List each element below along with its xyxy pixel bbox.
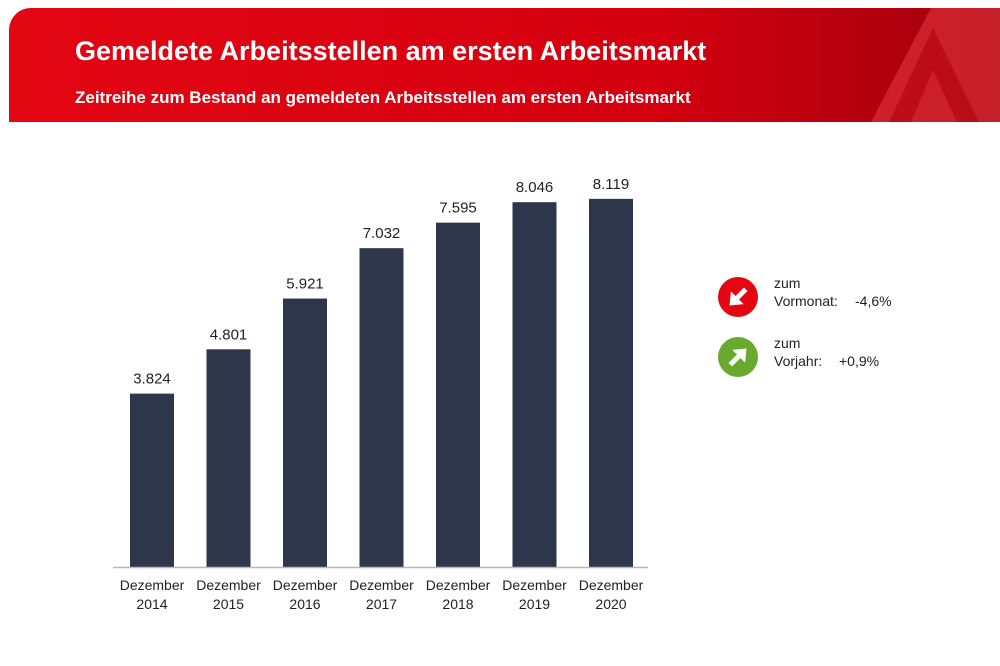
page-subtitle: Zeitreihe zum Bestand an gemeldeten Arbe…	[75, 88, 691, 107]
page-title: Gemeldete Arbeitsstellen am ersten Arbei…	[75, 36, 707, 66]
bars-group	[130, 198, 633, 568]
category-label-1-0: Dezember	[196, 577, 261, 593]
category-label-0-0: Dezember	[120, 577, 185, 593]
value-label-0: 3.824	[133, 371, 171, 388]
category-label-5-0: Dezember	[502, 577, 567, 593]
arrow-down-right-icon	[718, 277, 758, 317]
value-label-3: 7.032	[363, 225, 401, 242]
value-label-1: 4.801	[210, 326, 248, 343]
bar-0	[130, 393, 174, 567]
change-vormonat-word: zum	[774, 275, 801, 291]
change-vorjahr-label: Vorjahr:	[774, 353, 823, 369]
category-label-2-1: 2016	[289, 596, 320, 612]
value-label-6: 8.119	[593, 176, 629, 193]
change-vormonat-label: Vormonat:	[774, 293, 838, 309]
category-label-5-1: 2019	[519, 596, 550, 612]
bar-4	[436, 222, 480, 567]
value-labels-group: 3.824 4.801 5.921 7.032 7.595 8.046 8.119	[133, 176, 629, 388]
category-label-3-0: Dezember	[349, 577, 414, 593]
arrow-up-right-icon	[718, 337, 758, 377]
bar-5	[512, 202, 557, 567]
change-vorjahr-word: zum	[774, 335, 801, 351]
category-label-2-0: Dezember	[273, 577, 338, 593]
category-label-6-0: Dezember	[579, 577, 644, 593]
category-label-0-1: 2014	[136, 596, 167, 612]
value-label-5: 8.046	[516, 179, 554, 196]
agency-logo	[871, 8, 1000, 122]
category-labels-group: Dezember 2014 Dezember 2015 Dezember 2016 Deze…	[120, 577, 644, 612]
header-banner: Gemeldete Arbeitsstellen am ersten Arbei…	[9, 8, 1000, 122]
change-vorjahr: zum Vorjahr: +0,9%	[718, 335, 978, 377]
header-background	[9, 8, 1000, 122]
change-vorjahr-value: +0,9%	[839, 353, 880, 369]
value-label-2: 5.921	[286, 276, 324, 293]
value-label-4: 7.595	[439, 200, 477, 217]
category-label-4-0: Dezember	[426, 577, 491, 593]
category-label-1-1: 2015	[213, 596, 244, 612]
bar-3	[359, 248, 404, 567]
category-label-3-1: 2017	[366, 596, 397, 612]
bar-2	[283, 298, 327, 567]
change-vormonat: zum Vormonat: -4,6%	[718, 275, 978, 317]
bar-6	[589, 198, 633, 568]
bar-1	[206, 349, 251, 567]
change-vormonat-value: -4,6%	[855, 293, 892, 309]
category-label-6-1: 2020	[595, 596, 626, 612]
category-label-4-1: 2018	[442, 596, 473, 612]
